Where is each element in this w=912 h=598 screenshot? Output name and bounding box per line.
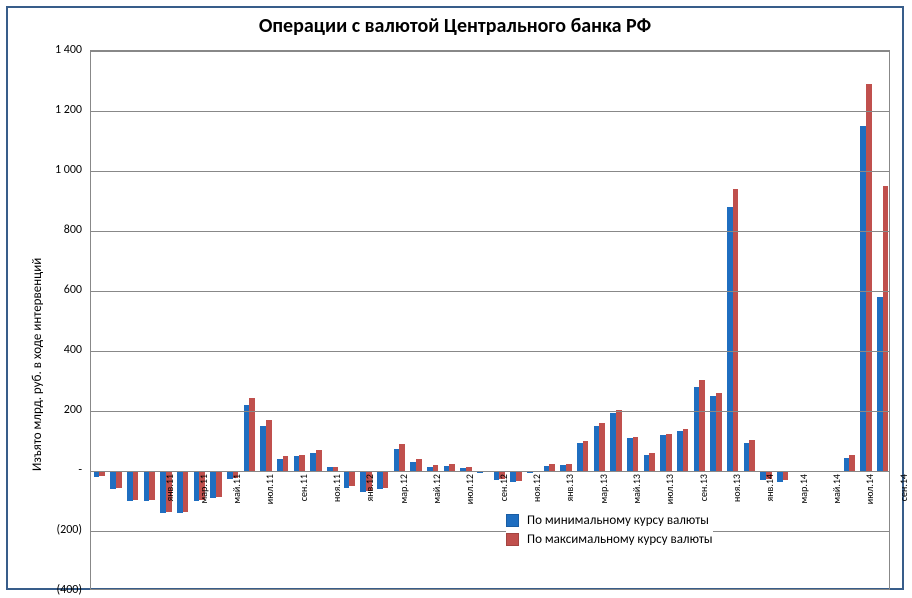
x-tick-label: сен.13	[697, 474, 710, 534]
x-tick-label: мар.14	[797, 474, 810, 534]
bar	[649, 453, 655, 471]
bar	[299, 455, 305, 472]
bar	[416, 459, 422, 471]
y-tick-label: (400)	[12, 583, 82, 597]
bar	[449, 464, 455, 471]
legend-label: По минимальному курсу валюты	[527, 513, 709, 528]
x-tick-label: сен.14	[897, 474, 910, 534]
legend-swatch	[506, 533, 519, 546]
x-tick-label: июл.12	[463, 474, 476, 534]
bar	[516, 471, 522, 481]
x-tick-label: мар.11	[197, 474, 210, 534]
bar	[583, 441, 589, 471]
x-tick-label: май.13	[630, 474, 643, 534]
bar	[549, 464, 555, 471]
x-tick-label: сен.11	[297, 474, 310, 534]
x-tick-label: ноя.11	[330, 474, 343, 534]
bar	[383, 471, 389, 488]
bar	[249, 398, 255, 472]
y-tick-label: 800	[12, 223, 82, 237]
bar	[616, 410, 622, 472]
bar	[716, 393, 722, 471]
bar	[783, 471, 789, 480]
bar	[633, 437, 639, 472]
bar	[133, 471, 139, 500]
bar	[566, 464, 572, 472]
bar	[849, 455, 855, 472]
bar	[283, 456, 289, 471]
bar	[699, 380, 705, 472]
gridline	[91, 291, 889, 292]
x-tick-label: янв.14	[763, 474, 776, 534]
x-tick-label: июл.11	[263, 474, 276, 534]
x-tick-label: май.11	[230, 474, 243, 534]
y-tick-label: 1 200	[12, 103, 82, 117]
gridline	[91, 111, 889, 112]
legend-label: По максимальному курсу валюты	[527, 532, 713, 547]
x-tick-label: мар.13	[597, 474, 610, 534]
x-tick-label: сен.12	[497, 474, 510, 534]
bar	[116, 471, 122, 488]
x-tick-label: июл.13	[663, 474, 676, 534]
legend-item: По максимальному курсу валюты	[506, 532, 713, 547]
bar	[866, 84, 872, 471]
bar	[216, 471, 222, 497]
x-tick-label: мар.12	[397, 474, 410, 534]
y-tick-label: (200)	[12, 523, 82, 537]
x-tick-label: ноя.12	[530, 474, 543, 534]
bar	[749, 440, 755, 472]
y-tick-label: 1 400	[12, 43, 82, 57]
bar	[266, 420, 272, 471]
bar	[683, 429, 689, 471]
gridline	[91, 231, 889, 232]
bar	[316, 450, 322, 471]
bar	[883, 186, 889, 471]
x-tick-label: ноя.13	[730, 474, 743, 534]
gridline	[91, 171, 889, 172]
x-tick-label: янв.12	[363, 474, 376, 534]
x-tick-label: май.14	[830, 474, 843, 534]
y-tick-label: -	[12, 463, 82, 477]
bar	[183, 471, 189, 512]
bar	[599, 423, 605, 471]
gridline	[91, 351, 889, 352]
bar	[349, 471, 355, 486]
y-tick-label: 400	[12, 343, 82, 357]
bar	[666, 434, 672, 472]
x-tick-label: июл.14	[863, 474, 876, 534]
chart-title: Операции с валютой Центрального банка РФ	[8, 14, 902, 38]
gridline	[91, 411, 889, 412]
x-tick-label: янв.13	[563, 474, 576, 534]
x-tick-label: янв.11	[163, 474, 176, 534]
bar	[399, 444, 405, 471]
y-tick-label: 1 000	[12, 163, 82, 177]
gridline	[91, 51, 889, 52]
y-tick-label: 200	[12, 403, 82, 417]
y-tick-label: 600	[12, 283, 82, 297]
x-tick-label: май.12	[430, 474, 443, 534]
chart-frame: Операции с валютой Центрального банка РФ…	[6, 6, 904, 590]
bar	[149, 471, 155, 500]
gridline	[91, 471, 889, 472]
